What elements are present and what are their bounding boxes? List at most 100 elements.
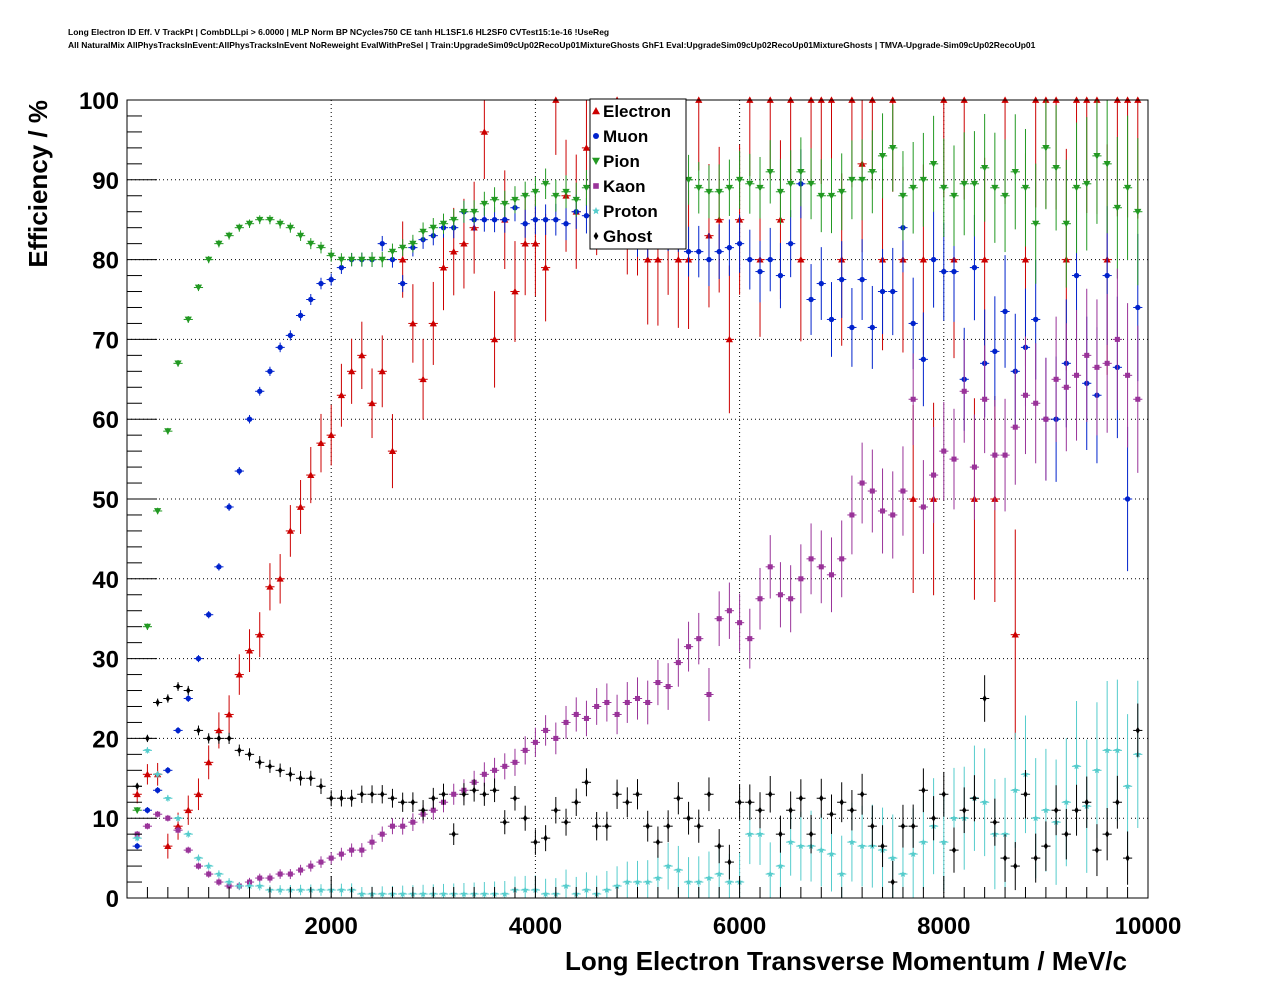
data-point bbox=[1022, 392, 1028, 398]
data-point bbox=[400, 823, 406, 829]
data-point bbox=[195, 854, 202, 862]
data-point bbox=[941, 790, 946, 798]
data-point bbox=[1073, 762, 1080, 770]
data-point bbox=[644, 878, 652, 885]
data-point bbox=[614, 711, 620, 717]
data-point bbox=[921, 786, 926, 794]
y-tick-label: 60 bbox=[92, 407, 119, 434]
data-point bbox=[1124, 496, 1131, 502]
y-tick-label: 90 bbox=[92, 168, 119, 195]
data-point bbox=[256, 882, 264, 889]
y-axis-label: Efficiency / % bbox=[23, 100, 53, 268]
data-point bbox=[1021, 256, 1030, 263]
data-point bbox=[909, 850, 917, 858]
data-point bbox=[899, 870, 907, 877]
data-point bbox=[1002, 854, 1008, 862]
data-point bbox=[267, 875, 273, 881]
data-point bbox=[777, 862, 784, 869]
data-point bbox=[919, 838, 927, 846]
data-point bbox=[594, 822, 599, 830]
legend-marker bbox=[593, 232, 599, 240]
data-point bbox=[992, 452, 998, 458]
data-point bbox=[1032, 316, 1039, 323]
data-point bbox=[929, 160, 938, 168]
data-point bbox=[878, 152, 887, 160]
data-point bbox=[675, 660, 681, 666]
data-point bbox=[787, 240, 794, 247]
data-point bbox=[737, 620, 743, 626]
data-point bbox=[226, 504, 232, 510]
data-point bbox=[798, 576, 804, 582]
x-axis-label: Long Electron Transverse Momentum / MeV/… bbox=[565, 946, 1127, 976]
data-point bbox=[1113, 204, 1121, 212]
data-point bbox=[1011, 786, 1019, 794]
data-point bbox=[205, 758, 213, 766]
data-point bbox=[521, 192, 529, 200]
data-point bbox=[1043, 842, 1049, 850]
data-point bbox=[143, 770, 152, 778]
data-point bbox=[970, 180, 979, 188]
data-point bbox=[399, 280, 406, 287]
data-point bbox=[501, 200, 509, 208]
data-point bbox=[757, 268, 763, 275]
legend-label: Pion bbox=[603, 152, 640, 171]
data-point bbox=[165, 767, 171, 774]
y-tick-label: 80 bbox=[92, 248, 119, 275]
data-point bbox=[286, 527, 294, 534]
data-point bbox=[706, 256, 712, 263]
y-tick-label: 50 bbox=[92, 487, 119, 514]
data-point bbox=[308, 863, 314, 869]
data-point bbox=[327, 252, 335, 260]
data-point bbox=[297, 886, 304, 893]
data-point bbox=[133, 790, 141, 798]
data-point bbox=[174, 814, 182, 822]
data-point bbox=[920, 504, 926, 510]
data-point bbox=[960, 180, 968, 188]
data-point bbox=[245, 647, 254, 654]
data-point bbox=[470, 208, 478, 216]
data-point bbox=[747, 256, 753, 263]
data-point bbox=[267, 368, 273, 375]
data-point bbox=[992, 818, 998, 826]
data-point bbox=[950, 814, 958, 822]
data-point bbox=[287, 871, 293, 877]
data-point bbox=[439, 220, 448, 228]
data-point bbox=[378, 890, 386, 897]
data-point bbox=[225, 878, 233, 885]
data-point bbox=[808, 296, 814, 303]
data-point bbox=[523, 814, 528, 822]
data-point bbox=[1125, 372, 1131, 378]
data-point bbox=[1042, 806, 1050, 814]
data-point bbox=[225, 232, 233, 240]
data-point bbox=[717, 842, 722, 850]
data-point bbox=[154, 770, 162, 778]
data-point bbox=[542, 263, 550, 271]
data-point bbox=[797, 842, 805, 850]
data-point bbox=[684, 176, 693, 184]
x-tick-label: 10000 bbox=[1115, 913, 1182, 940]
legend-marker bbox=[592, 107, 600, 115]
data-point bbox=[808, 830, 814, 838]
data-point bbox=[1113, 746, 1121, 754]
legend-item-pion: Pion bbox=[592, 152, 640, 171]
data-point bbox=[267, 762, 273, 770]
data-point bbox=[358, 351, 366, 359]
data-point bbox=[235, 882, 243, 889]
data-point bbox=[1123, 184, 1132, 192]
data-point bbox=[164, 842, 172, 850]
data-point bbox=[277, 766, 283, 774]
data-point bbox=[1063, 384, 1069, 390]
data-point bbox=[1001, 830, 1009, 838]
data-point bbox=[909, 184, 917, 192]
data-point bbox=[492, 767, 498, 773]
data-point bbox=[604, 822, 610, 830]
data-point bbox=[1103, 160, 1111, 168]
data-point bbox=[1023, 790, 1028, 798]
data-point bbox=[665, 684, 671, 690]
data-point bbox=[1083, 180, 1091, 188]
data-point bbox=[308, 296, 314, 303]
y-tick-label: 30 bbox=[92, 647, 119, 674]
data-point bbox=[329, 794, 334, 802]
data-point bbox=[359, 847, 365, 853]
data-point bbox=[911, 822, 916, 830]
